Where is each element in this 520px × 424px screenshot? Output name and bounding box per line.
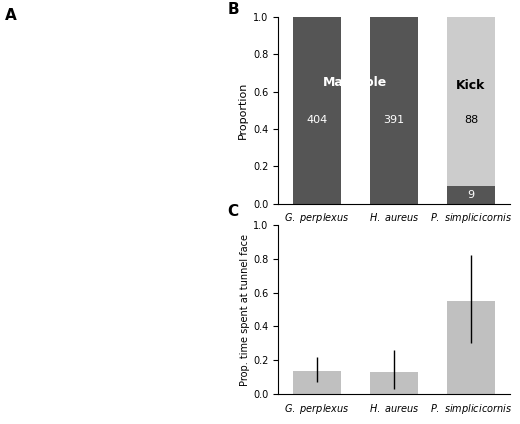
Text: 391: 391 xyxy=(383,114,405,125)
Text: 88: 88 xyxy=(464,114,478,125)
Bar xyxy=(447,17,495,186)
Y-axis label: Proportion: Proportion xyxy=(238,81,248,139)
Bar xyxy=(293,17,341,204)
Text: 9: 9 xyxy=(467,190,475,200)
Text: B: B xyxy=(227,2,239,17)
Text: Kick: Kick xyxy=(457,79,486,92)
Text: C: C xyxy=(227,204,238,219)
Y-axis label: Prop. time spent at tunnel face: Prop. time spent at tunnel face xyxy=(240,234,250,385)
Text: 404: 404 xyxy=(306,114,328,125)
Bar xyxy=(370,17,418,204)
Bar xyxy=(447,301,495,394)
Text: Mandible: Mandible xyxy=(323,76,387,89)
Bar xyxy=(447,186,495,204)
Bar xyxy=(293,371,341,394)
Bar xyxy=(370,372,418,394)
Text: A: A xyxy=(5,8,17,23)
